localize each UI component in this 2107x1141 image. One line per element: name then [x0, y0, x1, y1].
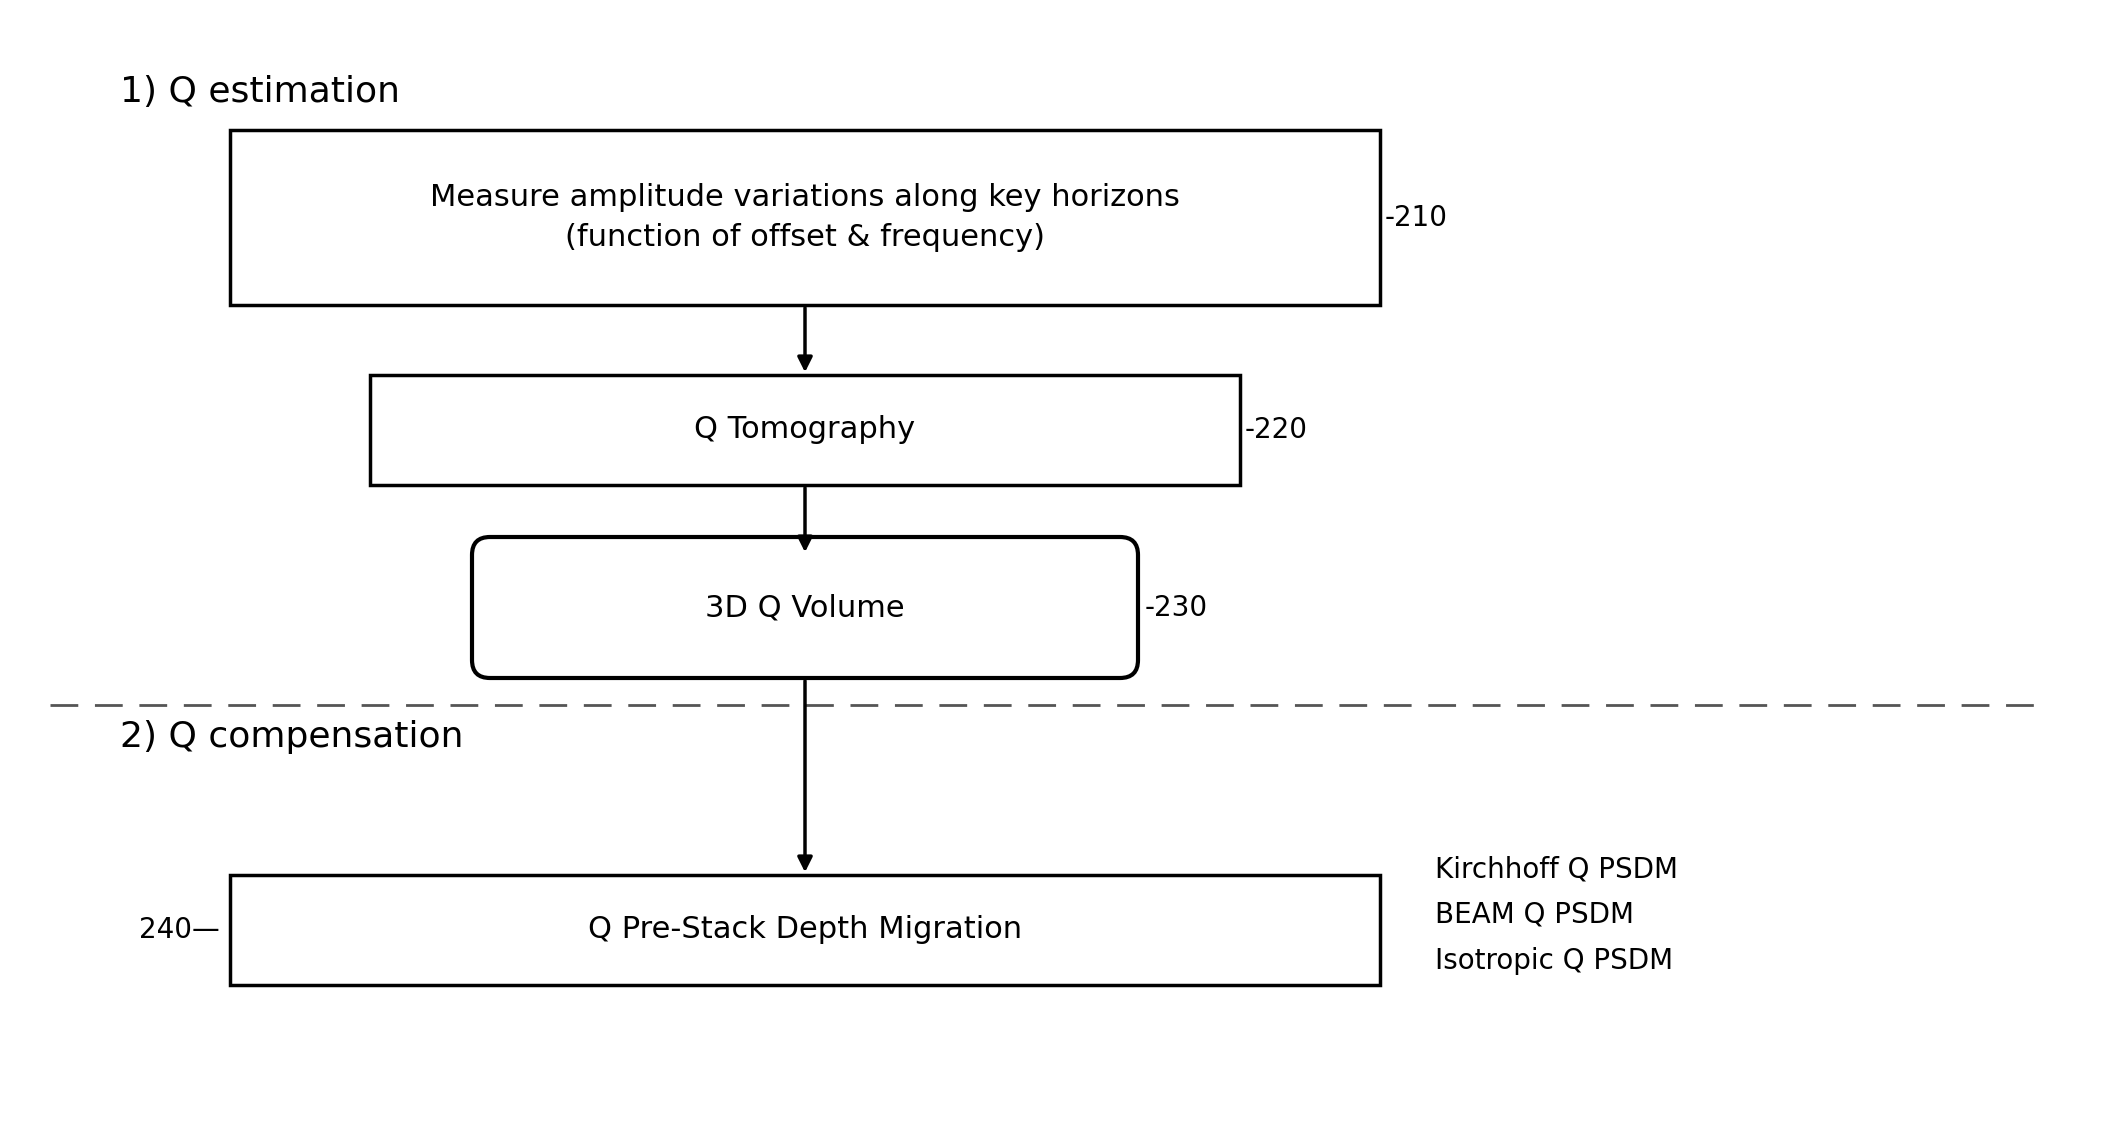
Text: 3D Q Volume: 3D Q Volume — [706, 593, 904, 622]
Text: 1) Q estimation: 1) Q estimation — [120, 75, 400, 110]
Text: Kirchhoff Q PSDM
BEAM Q PSDM
Isotropic Q PSDM: Kirchhoff Q PSDM BEAM Q PSDM Isotropic Q… — [1435, 856, 1677, 974]
FancyBboxPatch shape — [472, 537, 1138, 678]
Text: -220: -220 — [1245, 416, 1308, 444]
Text: Q Pre-Stack Depth Migration: Q Pre-Stack Depth Migration — [588, 915, 1022, 945]
Text: 2) Q compensation: 2) Q compensation — [120, 720, 464, 754]
FancyBboxPatch shape — [230, 130, 1380, 305]
FancyBboxPatch shape — [230, 875, 1380, 985]
FancyBboxPatch shape — [371, 375, 1241, 485]
Text: Q Tomography: Q Tomography — [695, 415, 917, 445]
Text: -210: -210 — [1384, 203, 1448, 232]
Text: Measure amplitude variations along key horizons
(function of offset & frequency): Measure amplitude variations along key h… — [430, 183, 1180, 252]
Text: -230: -230 — [1144, 593, 1207, 622]
Text: 240—: 240— — [139, 916, 219, 944]
